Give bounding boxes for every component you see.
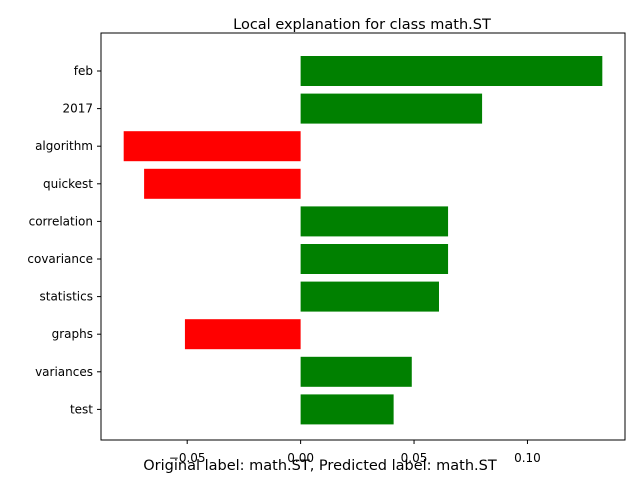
x-tick-label: −0.05 — [169, 451, 206, 465]
y-tick-label: statistics — [40, 290, 94, 304]
y-tick-label: 2017 — [62, 102, 93, 116]
bar-variances — [300, 356, 412, 387]
bar-algorithm — [123, 131, 301, 162]
y-tick-label: correlation — [29, 214, 93, 228]
bar-test — [300, 394, 394, 425]
x-tick-label: 0.00 — [287, 451, 314, 465]
y-tick-label: variances — [35, 365, 93, 379]
x-tick-label: 0.05 — [401, 451, 428, 465]
y-tick-label: covariance — [27, 252, 93, 266]
bar-feb — [300, 56, 603, 86]
plot-frame — [100, 32, 626, 441]
bars — [123, 56, 603, 425]
x-axis-ticks: −0.05 0.00 0.05 0.10 — [169, 440, 541, 465]
y-tick-label: quickest — [43, 177, 93, 191]
label-caption: Original label: math.ST, Predicted label… — [143, 458, 497, 474]
y-tick-label: graphs — [52, 327, 93, 341]
bar-covariance — [300, 244, 449, 274]
x-tick-label: 0.10 — [514, 451, 541, 465]
y-axis-ticks: feb 2017 algorithm quickest correlation covar… — [27, 64, 101, 416]
y-tick-label: test — [70, 402, 93, 416]
bar-quickest — [144, 168, 301, 199]
bar-graphs — [184, 319, 301, 350]
chart-title: Local explanation for class math.ST — [233, 17, 491, 33]
y-tick-label: algorithm — [35, 139, 93, 153]
bar-statistics — [300, 281, 439, 312]
bar-correlation — [300, 206, 449, 237]
y-tick-label: feb — [74, 64, 93, 78]
bar-2017 — [300, 93, 483, 124]
